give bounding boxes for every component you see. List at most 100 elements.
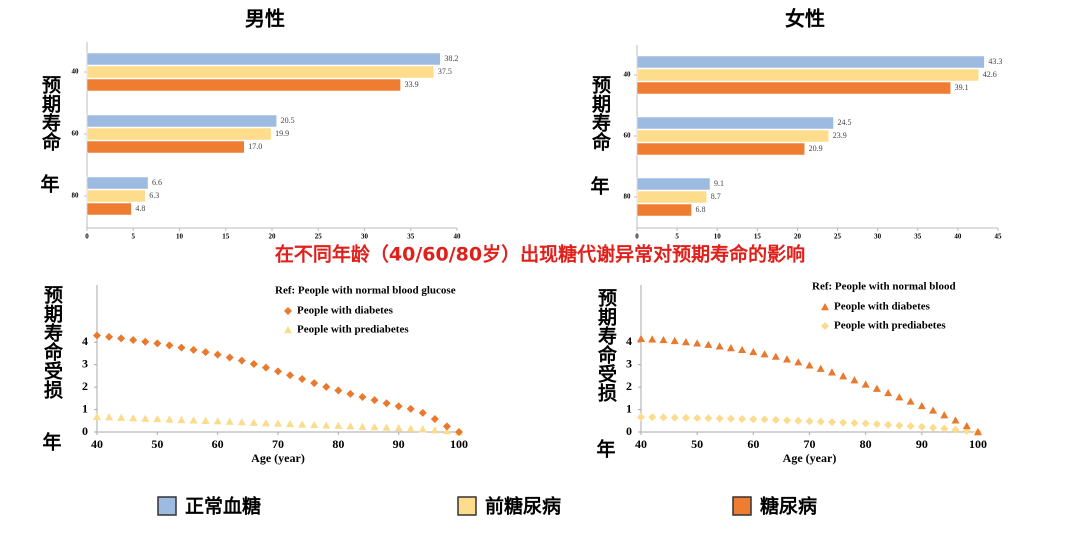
value-label: 33.9	[405, 80, 419, 89]
data-point	[213, 417, 222, 425]
y-tick-label: 2	[82, 379, 88, 393]
data-point	[105, 332, 114, 341]
data-point	[141, 337, 150, 346]
data-point	[951, 416, 960, 424]
data-point	[370, 396, 379, 405]
data-point	[442, 427, 451, 435]
data-point	[906, 422, 915, 431]
x-tick-label: 10	[176, 233, 184, 241]
data-point	[394, 423, 403, 432]
x-axis-label: Age (year)	[783, 451, 837, 465]
x-tick-label: 100	[450, 437, 468, 451]
y-tick-label: 60	[624, 132, 632, 140]
data-point	[165, 341, 174, 350]
data-point	[771, 415, 780, 424]
data-point	[749, 415, 758, 424]
data-point	[418, 408, 427, 417]
data-point	[637, 413, 645, 422]
x-tick-label: 25	[834, 233, 842, 241]
data-point	[117, 334, 126, 343]
x-tick-label: 35	[914, 233, 922, 241]
x-tick-label: 40	[454, 233, 462, 241]
x-tick-label: 40	[635, 437, 647, 451]
x-tick-label: 20	[269, 233, 277, 241]
data-point	[771, 352, 780, 360]
data-point	[455, 428, 463, 436]
y-tick-label: 80	[624, 193, 632, 201]
data-point	[129, 414, 138, 422]
data-point	[310, 379, 319, 388]
bar	[636, 81, 951, 95]
data-point	[794, 416, 803, 425]
legend-swatch	[732, 496, 752, 516]
data-point	[940, 424, 949, 433]
x-tick-label: 20	[794, 233, 802, 241]
data-point	[358, 422, 367, 430]
data-point	[884, 420, 893, 429]
x-axis-label: Age (year)	[251, 451, 305, 465]
legend-marker	[821, 303, 829, 311]
x-tick-label: 60	[212, 437, 224, 451]
data-point	[681, 337, 690, 346]
x-tick-label: 80	[332, 437, 344, 451]
value-label: 6.3	[149, 191, 159, 200]
x-tick-label: 5	[675, 233, 679, 241]
data-point	[334, 421, 343, 429]
legend-label: 前糖尿病	[485, 495, 561, 518]
data-point	[974, 428, 982, 436]
bar	[636, 68, 979, 82]
y-axis-unit: 年	[40, 173, 59, 196]
legend-label: People with diabetes	[834, 301, 931, 313]
x-tick-label: 90	[916, 437, 928, 451]
y-tick-label: 3	[82, 356, 88, 370]
bar	[636, 203, 692, 217]
value-label: 4.8	[135, 204, 145, 213]
value-label: 20.9	[809, 144, 823, 153]
data-point	[693, 414, 702, 423]
bar	[86, 140, 245, 154]
value-label: 37.5	[438, 67, 452, 76]
data-point	[917, 422, 926, 431]
bar	[636, 177, 711, 191]
data-point	[261, 419, 270, 427]
data-point	[346, 389, 355, 398]
bar	[86, 176, 149, 190]
bar	[86, 189, 146, 203]
value-label: 24.5	[838, 118, 852, 127]
data-point	[274, 367, 282, 376]
caption: 在不同年龄（40/60/80岁）出现糖代谢异常对预期寿命的影响	[275, 243, 805, 266]
value-label: 19.9	[275, 129, 289, 138]
bar	[636, 129, 829, 143]
y-axis-label: 预期寿命	[39, 75, 61, 152]
x-tick-label: 70	[804, 437, 816, 451]
data-point	[704, 414, 713, 423]
x-tick-label: 70	[272, 437, 284, 451]
data-point	[334, 386, 343, 395]
x-tick-label: 30	[361, 233, 369, 241]
legend-swatch	[457, 496, 477, 516]
y-tick-label: 4	[82, 334, 88, 348]
y-tick-label: 60	[72, 130, 80, 138]
data-point	[213, 350, 222, 359]
legend-label: People with prediabetes	[834, 320, 946, 332]
data-point	[141, 414, 150, 422]
data-point	[805, 361, 814, 369]
x-tick-label: 90	[393, 437, 405, 451]
bar	[636, 55, 985, 69]
y-tick-label: 0	[82, 424, 88, 438]
data-point	[794, 358, 803, 366]
data-point	[394, 402, 403, 411]
data-point	[105, 413, 114, 421]
x-tick-label: 30	[874, 233, 882, 241]
y-axis-label: 预期寿命	[589, 75, 611, 152]
data-point	[225, 417, 234, 425]
y-axis-label: 预期寿命受损	[595, 288, 617, 403]
data-point	[659, 335, 668, 344]
data-point	[189, 416, 198, 424]
data-point	[153, 414, 162, 423]
data-point	[189, 345, 198, 354]
data-point	[681, 413, 690, 422]
data-point	[861, 380, 870, 388]
value-label: 42.6	[983, 70, 997, 79]
